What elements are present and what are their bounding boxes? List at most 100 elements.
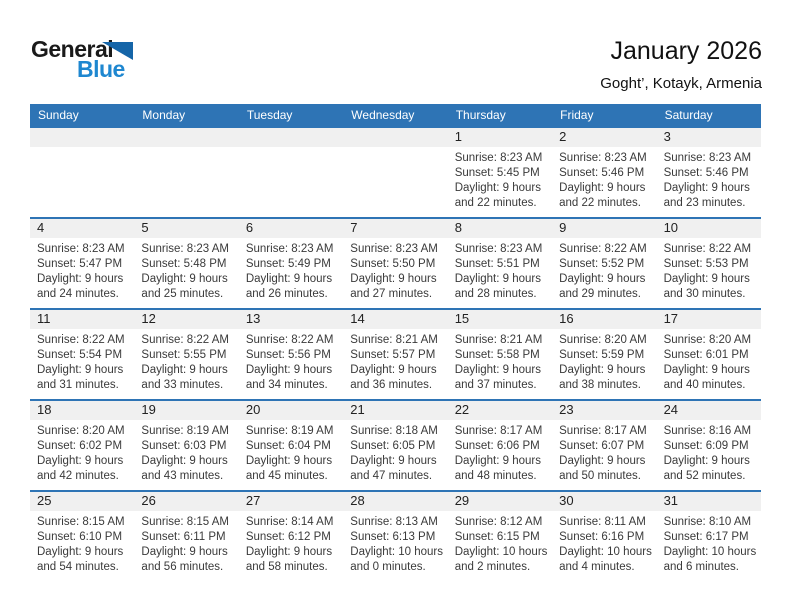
daylight-text-line2: and 30 minutes. — [663, 288, 746, 300]
daylight-text-line2: and 50 minutes. — [559, 470, 641, 482]
sunset-text: Sunset: 6:17 PM — [663, 531, 749, 543]
daylight-text-line1: Daylight: 9 hours — [37, 273, 124, 285]
day-cell-13: 13 Sunrise: 8:22 AM Sunset: 5:56 PM Dayligh… — [238, 310, 344, 399]
page-title: January 2026 — [610, 37, 762, 65]
sunrise-text: Sunrise: 8:23 AM — [454, 243, 543, 255]
day-cell-19: 19 Sunrise: 8:19 AM Sunset: 6:03 PM Dayligh… — [134, 401, 239, 490]
sunrise-text: Sunrise: 8:15 AM — [37, 516, 125, 528]
daylight-text-line2: and 22 minutes. — [559, 197, 641, 209]
sunset-text: Sunset: 5:59 PM — [559, 349, 645, 361]
day-cell-5: 5 Sunrise: 8:23 AM Sunset: 5:48 PM Daylight… — [134, 219, 239, 308]
weekday-label-thursday: Thursday — [455, 108, 506, 122]
day-details: Sunrise: 8:22 AM Sunset: 5:52 PM Daylight:… — [552, 238, 656, 302]
sunset-text: Sunset: 6:11 PM — [141, 531, 226, 543]
day-details: Sunrise: 8:10 AM Sunset: 6:17 PM Daylight:… — [657, 511, 761, 575]
daylight-text-line2: and 29 minutes. — [559, 288, 641, 300]
daylight-text-line2: and 27 minutes. — [350, 288, 433, 300]
daylight-text-line1: Daylight: 9 hours — [350, 273, 437, 285]
day-cell-24: 24 Sunrise: 8:16 AM Sunset: 6:09 PM Dayligh… — [656, 401, 761, 490]
sunrise-text: Sunrise: 8:23 AM — [559, 152, 647, 164]
day-details: Sunrise: 8:16 AM Sunset: 6:09 PM Daylight:… — [657, 420, 761, 484]
day-cell-26: 26 Sunrise: 8:15 AM Sunset: 6:11 PM Dayligh… — [134, 492, 239, 581]
day-number: 22 — [447, 401, 553, 420]
day-number: 15 — [447, 310, 553, 329]
daylight-text-line2: and 2 minutes. — [454, 561, 531, 573]
day-cell-15: 15 Sunrise: 8:21 AM Sunset: 5:58 PM Dayligh… — [447, 310, 553, 399]
day-details: Sunrise: 8:23 AM Sunset: 5:49 PM Daylight:… — [239, 238, 343, 302]
sunrise-text: Sunrise: 8:17 AM — [454, 425, 543, 437]
day-number: 31 — [656, 492, 761, 511]
day-number: 16 — [552, 310, 657, 329]
day-details: Sunrise: 8:19 AM Sunset: 6:03 PM Daylight:… — [134, 420, 238, 484]
day-details: Sunrise: 8:12 AM Sunset: 6:15 PM Daylight:… — [448, 511, 552, 575]
day-cell-empty — [134, 128, 239, 217]
day-details: Sunrise: 8:20 AM Sunset: 6:01 PM Daylight:… — [657, 329, 761, 393]
sunrise-text: Sunrise: 8:20 AM — [663, 334, 752, 346]
day-number: 8 — [447, 219, 553, 238]
daylight-text-line1: Daylight: 9 hours — [245, 546, 333, 558]
sunset-text: Sunset: 5:55 PM — [141, 349, 227, 361]
daylight-text-line2: and 0 minutes. — [350, 561, 426, 573]
daylight-text-line1: Daylight: 9 hours — [454, 273, 541, 285]
daylight-text-line2: and 28 minutes. — [454, 288, 537, 300]
weekday-label-friday: Friday — [560, 108, 594, 122]
daylight-text-line2: and 56 minutes. — [141, 561, 224, 573]
sunrise-text: Sunrise: 8:23 AM — [245, 243, 334, 255]
day-details: Sunrise: 8:22 AM Sunset: 5:53 PM Daylight:… — [657, 238, 761, 302]
day-details: Sunrise: 8:23 AM Sunset: 5:48 PM Daylight:… — [134, 238, 238, 302]
day-details: Sunrise: 8:23 AM Sunset: 5:46 PM Daylight:… — [552, 147, 656, 211]
sunrise-text: Sunrise: 8:10 AM — [663, 516, 752, 528]
day-number: 28 — [343, 492, 448, 511]
logo-text-blue: Blue — [77, 56, 125, 82]
day-cell-18: 18 Sunrise: 8:20 AM Sunset: 6:02 PM Dayligh… — [30, 401, 135, 490]
daylight-text-line2: and 54 minutes. — [37, 561, 119, 573]
sunset-text: Sunset: 5:47 PM — [37, 258, 123, 270]
weekday-label-tuesday: Tuesday — [246, 108, 293, 122]
day-details: Sunrise: 8:23 AM Sunset: 5:46 PM Daylight:… — [657, 147, 761, 211]
weekday-label-wednesday: Wednesday — [351, 108, 415, 122]
day-number: 21 — [343, 401, 448, 420]
sunset-text: Sunset: 6:07 PM — [559, 440, 645, 452]
sunrise-text: Sunrise: 8:21 AM — [350, 334, 438, 346]
sunset-text: Sunset: 6:15 PM — [454, 531, 540, 543]
daylight-text-line1: Daylight: 10 hours — [454, 546, 548, 558]
daylight-text-line2: and 40 minutes. — [663, 379, 746, 391]
day-cell-14: 14 Sunrise: 8:21 AM Sunset: 5:57 PM Dayligh… — [343, 310, 448, 399]
daylight-text-line2: and 31 minutes. — [37, 379, 119, 391]
daylight-text-line2: and 33 minutes. — [141, 379, 224, 391]
daylight-text-line2: and 25 minutes. — [141, 288, 224, 300]
day-details: Sunrise: 8:13 AM Sunset: 6:13 PM Daylight:… — [343, 511, 447, 575]
sunrise-text: Sunrise: 8:18 AM — [350, 425, 438, 437]
sunset-text: Sunset: 6:12 PM — [245, 531, 331, 543]
logo-triangle-icon — [102, 42, 133, 60]
daylight-text-line1: Daylight: 9 hours — [37, 455, 124, 467]
sunset-text: Sunset: 6:03 PM — [141, 440, 227, 452]
day-details: Sunrise: 8:17 AM Sunset: 6:07 PM Daylight:… — [552, 420, 656, 484]
sunset-text: Sunset: 5:45 PM — [454, 167, 540, 179]
daylight-text-line2: and 6 minutes. — [663, 561, 739, 573]
day-cell-22: 22 Sunrise: 8:17 AM Sunset: 6:06 PM Dayligh… — [447, 401, 553, 490]
daylight-text-line1: Daylight: 9 hours — [454, 364, 541, 376]
daylight-text-line1: Daylight: 9 hours — [141, 455, 228, 467]
sunrise-text: Sunrise: 8:21 AM — [454, 334, 543, 346]
day-details: Sunrise: 8:17 AM Sunset: 6:06 PM Daylight:… — [448, 420, 552, 484]
daylight-text-line2: and 26 minutes. — [245, 288, 328, 300]
daylight-text-line2: and 22 minutes. — [454, 197, 537, 209]
day-details: Sunrise: 8:15 AM Sunset: 6:10 PM Daylight:… — [30, 511, 134, 575]
sunset-text: Sunset: 6:05 PM — [350, 440, 436, 452]
title-block: January 2026 Goght’, Kotayk, Armenia — [600, 37, 762, 91]
day-details: Sunrise: 8:19 AM Sunset: 6:04 PM Daylight:… — [239, 420, 343, 484]
sunset-text: Sunset: 6:16 PM — [559, 531, 645, 543]
daylight-text-line2: and 45 minutes. — [245, 470, 328, 482]
daylight-text-line2: and 4 minutes. — [559, 561, 635, 573]
day-number: 19 — [134, 401, 239, 420]
day-number: 11 — [30, 310, 135, 329]
logo-text-general: General — [31, 36, 114, 62]
day-number: 17 — [656, 310, 761, 329]
sunset-text: Sunset: 5:51 PM — [454, 258, 540, 270]
day-number: 12 — [134, 310, 239, 329]
sunset-text: Sunset: 6:09 PM — [663, 440, 749, 452]
sunrise-text: Sunrise: 8:12 AM — [454, 516, 543, 528]
day-cell-1: 1 Sunrise: 8:23 AM Sunset: 5:45 PM Daylight… — [447, 128, 553, 217]
day-number: 18 — [30, 401, 135, 420]
